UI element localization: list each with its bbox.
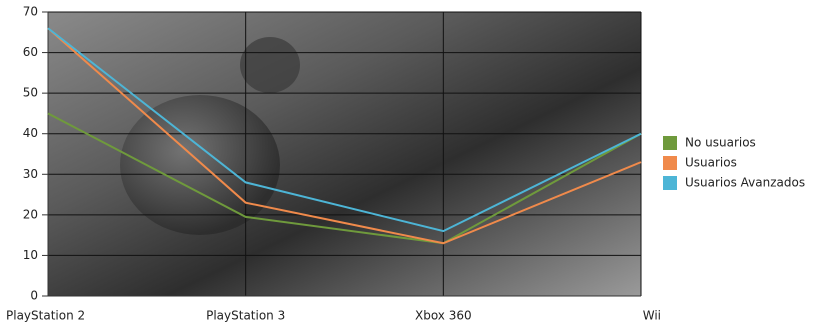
legend-swatch [663, 176, 677, 190]
legend-swatch [663, 136, 677, 150]
legend-label: Usuarios [685, 156, 737, 170]
y-tick-label: 0 [30, 289, 38, 303]
legend-label: No usuarios [685, 136, 756, 150]
y-tick-label: 60 [23, 45, 38, 59]
legend-label: Usuarios Avanzados [685, 176, 805, 190]
legend-swatch [663, 156, 677, 170]
y-tick-label: 10 [23, 248, 38, 262]
x-tick-label: Xbox 360 [415, 309, 472, 323]
y-tick-label: 50 [23, 86, 38, 100]
x-tick-label: PlayStation 2 [6, 309, 85, 323]
series-line [47, 112, 642, 245]
y-tick-label: 20 [23, 207, 38, 221]
y-tick-label: 70 [23, 5, 38, 19]
x-tick-label: Wii [643, 309, 661, 323]
background-decoration [120, 95, 280, 235]
series-line [47, 27, 642, 245]
background-decoration [240, 37, 300, 93]
series-line [47, 27, 642, 233]
y-tick-label: 30 [23, 167, 38, 181]
x-tick-label: PlayStation 3 [206, 309, 285, 323]
y-tick-label: 40 [23, 126, 38, 140]
